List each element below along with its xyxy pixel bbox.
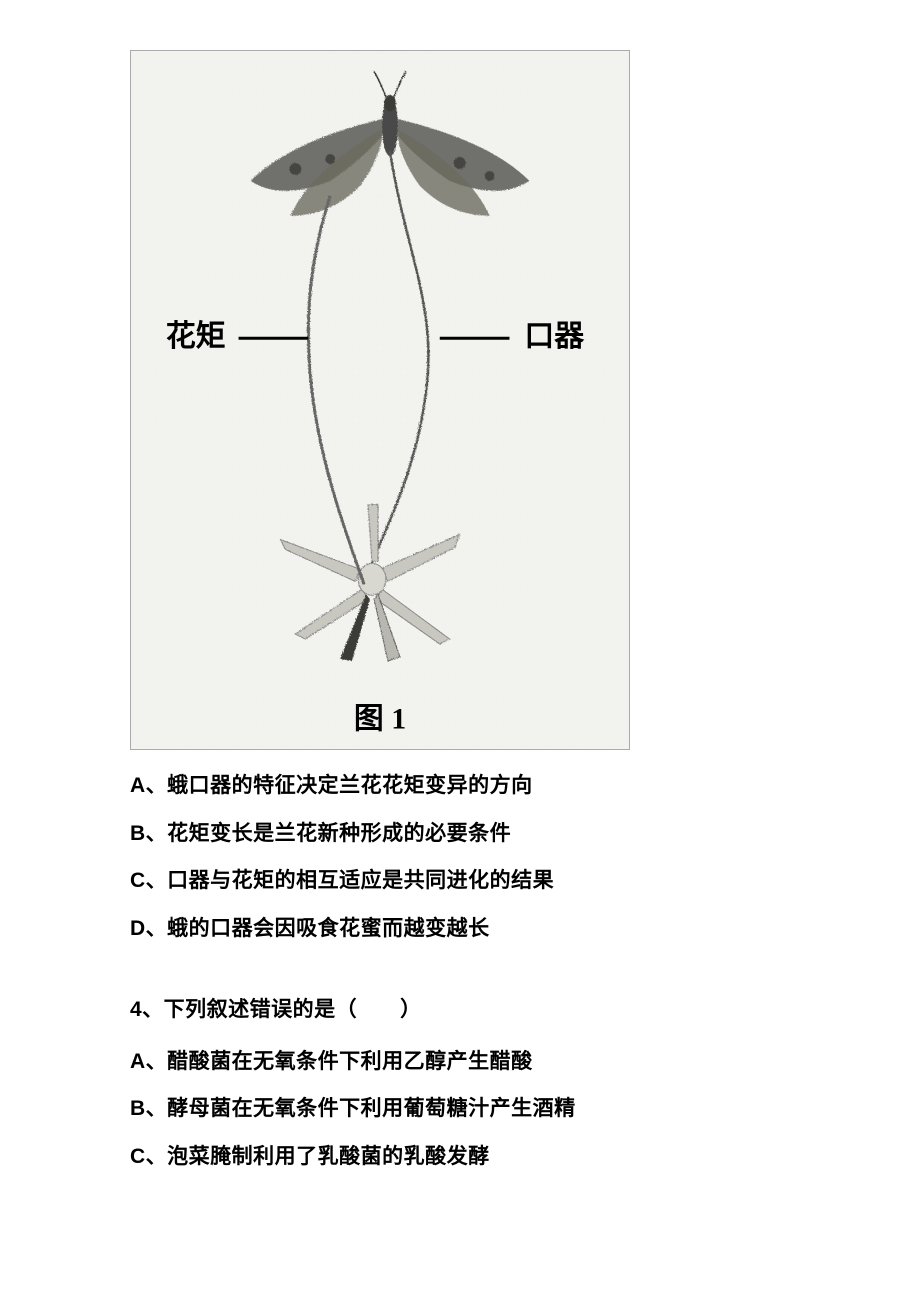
diagram-svg: 花矩 口器 图 1 xyxy=(131,51,629,749)
label-proboscis-text: 口器 xyxy=(524,320,585,353)
q3-options: A、蛾口器的特征决定兰花花矩变异的方向 B、花矩变长是兰花新种形成的必要条件 C… xyxy=(130,770,790,944)
label-spur-text: 花矩 xyxy=(166,320,226,353)
q3-option-c: C、口器与花矩的相互适应是共同进化的结果 xyxy=(130,865,790,897)
diagram-caption: 图 1 xyxy=(354,703,406,736)
q4-option-b: B、酵母菌在无氧条件下利用葡萄糖汁产生酒精 xyxy=(130,1093,790,1125)
q3-option-a: A、蛾口器的特征决定兰花花矩变异的方向 xyxy=(130,770,790,802)
q3-option-d: D、蛾的口器会因吸食花蜜而越变越长 xyxy=(130,913,790,945)
q3-option-b: B、花矩变长是兰花新种形成的必要条件 xyxy=(130,818,790,850)
q4-option-a: A、醋酸菌在无氧条件下利用乙醇产生醋酸 xyxy=(130,1046,790,1078)
q4-option-c: C、泡菜腌制利用了乳酸菌的乳酸发酵 xyxy=(130,1141,790,1173)
orchid-moth-diagram: 花矩 口器 图 1 xyxy=(130,50,630,750)
q4-block: 4、下列叙述错误的是（ ） A、醋酸菌在无氧条件下利用乙醇产生醋酸 B、酵母菌在… xyxy=(130,994,790,1172)
q4-stem: 4、下列叙述错误的是（ ） xyxy=(130,994,790,1026)
